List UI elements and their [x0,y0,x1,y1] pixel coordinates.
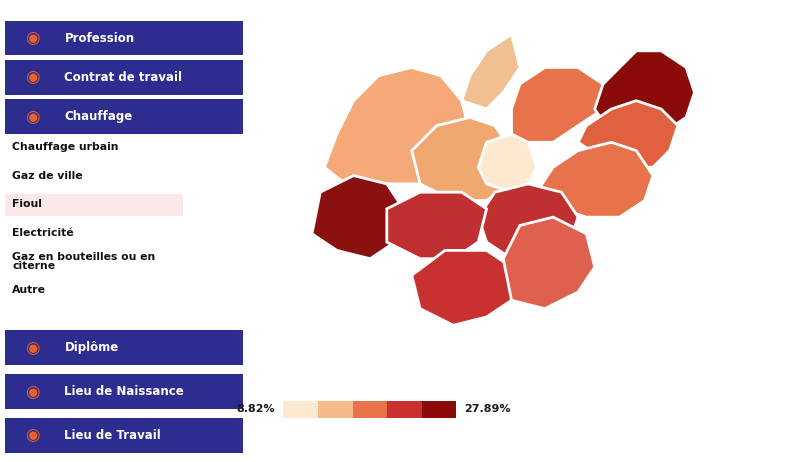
Text: 8.82%: 8.82% [237,404,275,414]
Polygon shape [537,142,653,217]
Bar [5,374,243,409]
Text: 27.89%: 27.89% [464,404,511,414]
Bar [5,99,243,134]
Text: ◉: ◉ [25,426,39,444]
Bar [5,60,243,95]
Polygon shape [312,176,404,259]
Text: Lieu de Naissance: Lieu de Naissance [65,385,184,398]
Text: Gaz en bouteilles ou en: Gaz en bouteilles ou en [13,252,156,262]
Polygon shape [503,217,595,309]
Text: Autre: Autre [13,285,46,295]
Bar [5,194,183,216]
Polygon shape [478,134,537,192]
Polygon shape [462,34,520,109]
Text: Gaz de ville: Gaz de ville [13,170,83,181]
Polygon shape [478,184,578,259]
Polygon shape [412,117,512,201]
Text: ◉: ◉ [25,383,39,401]
Text: ◉: ◉ [25,29,39,47]
Polygon shape [412,250,512,325]
Text: ◉: ◉ [25,68,39,86]
Bar [5,330,243,365]
Text: citerne: citerne [13,261,56,271]
Polygon shape [324,67,470,184]
Bar [5,418,243,453]
Text: Electricité: Electricité [13,228,74,238]
Text: ◉: ◉ [25,108,39,126]
Text: Diplôme: Diplôme [65,341,119,354]
Text: ◉: ◉ [25,339,39,357]
Polygon shape [386,192,486,259]
Text: Contrat de travail: Contrat de travail [65,71,183,84]
Bar [5,21,243,55]
Text: Lieu de Travail: Lieu de Travail [65,429,161,442]
Polygon shape [512,67,603,142]
Text: Profession: Profession [65,31,135,45]
Polygon shape [595,51,694,142]
Text: Fioul: Fioul [13,199,42,209]
Text: Chauffage urbain: Chauffage urbain [13,142,119,152]
Text: Chauffage: Chauffage [65,110,133,123]
Polygon shape [578,101,678,167]
